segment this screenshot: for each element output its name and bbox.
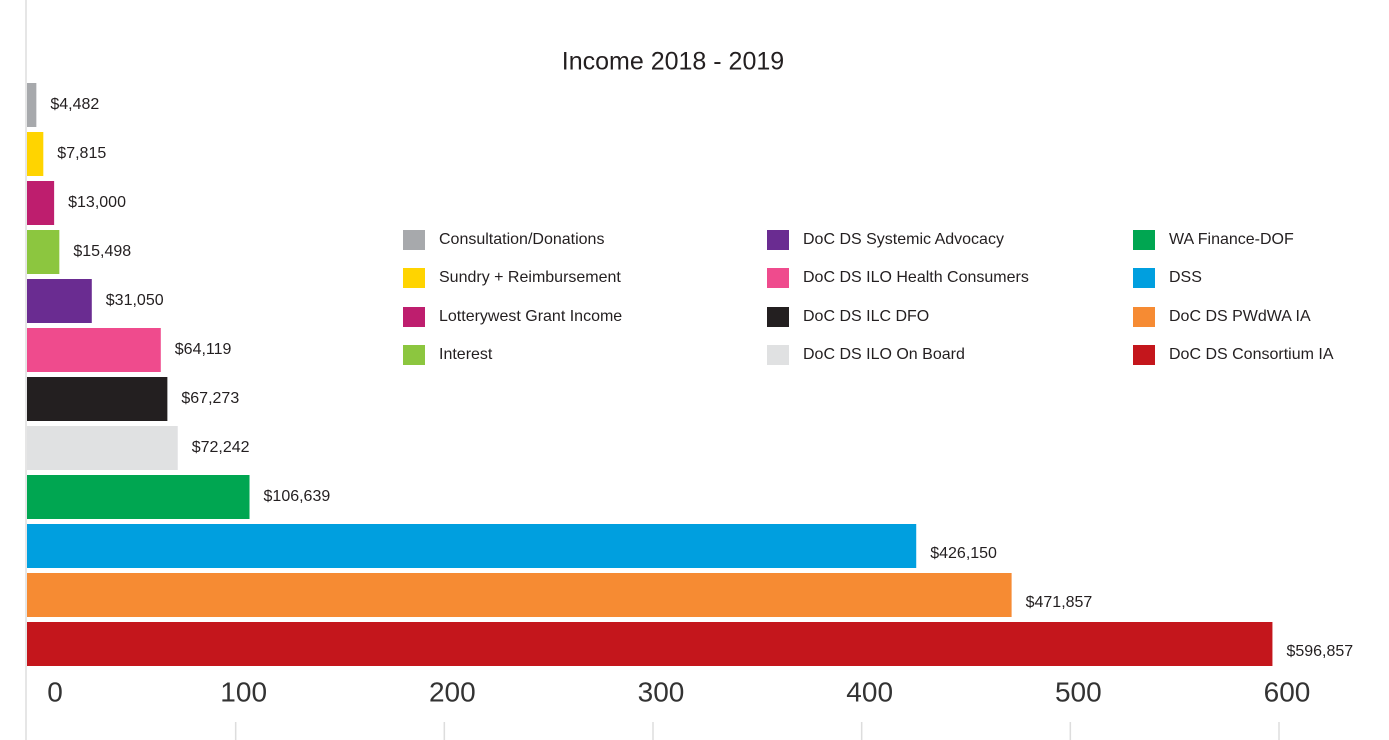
x-tick-label: 0 <box>47 676 63 707</box>
bar <box>27 83 37 127</box>
bar <box>27 524 917 568</box>
legend-swatch <box>403 307 425 327</box>
legend-swatch <box>403 230 425 250</box>
x-tick-label: 600 <box>1264 676 1311 707</box>
bar <box>27 377 168 421</box>
value-label: $426,150 <box>930 545 997 562</box>
legend-label: DoC DS Systemic Advocacy <box>803 231 1004 248</box>
legend-swatch <box>403 345 425 365</box>
legend-swatch <box>767 268 789 288</box>
bar <box>27 132 44 176</box>
value-label: $13,000 <box>68 194 126 211</box>
bar <box>27 573 1012 617</box>
legend-label: DoC DS ILC DFO <box>803 308 929 325</box>
legend-label: Lotterywest Grant Income <box>439 308 622 325</box>
legend-label: DoC DS ILO On Board <box>803 346 965 363</box>
value-label: $471,857 <box>1026 594 1093 611</box>
legend-swatch <box>1133 268 1155 288</box>
bar <box>27 279 92 323</box>
value-label: $72,242 <box>192 439 250 456</box>
value-label: $7,815 <box>57 145 106 162</box>
value-label: $64,119 <box>175 341 232 358</box>
legend-swatch <box>1133 345 1155 365</box>
x-tick-label: 300 <box>638 676 685 707</box>
x-tick-label: 100 <box>220 676 267 707</box>
x-tick-label: 200 <box>429 676 476 707</box>
legend-swatch <box>1133 307 1155 327</box>
x-tick-label: 400 <box>846 676 893 707</box>
legend-swatch <box>403 268 425 288</box>
bar <box>27 475 250 519</box>
value-label: $31,050 <box>106 292 164 309</box>
legend-label: WA Finance-DOF <box>1169 231 1294 248</box>
bar <box>27 328 161 372</box>
value-label: $4,482 <box>50 96 99 113</box>
bar <box>27 426 178 470</box>
x-tick-label: 500 <box>1055 676 1102 707</box>
legend-label: Sundry + Reimbursement <box>439 269 621 286</box>
value-label: $596,857 <box>1286 643 1353 660</box>
bar <box>27 622 1273 666</box>
value-label: $106,639 <box>264 488 331 505</box>
legend-label: Consultation/Donations <box>439 231 604 248</box>
legend-swatch <box>767 307 789 327</box>
bar <box>27 230 60 274</box>
legend-label: DoC DS Consortium IA <box>1169 346 1334 363</box>
value-label: $67,273 <box>181 390 239 407</box>
legend-label: DSS <box>1169 269 1202 286</box>
legend-label: Interest <box>439 346 493 363</box>
legend-swatch <box>1133 230 1155 250</box>
legend-label: DoC DS PWdWA IA <box>1169 308 1311 325</box>
value-label: $15,498 <box>73 243 131 260</box>
bar <box>27 181 55 225</box>
legend-swatch <box>767 345 789 365</box>
legend-swatch <box>767 230 789 250</box>
chart-title: Income 2018 - 2019 <box>562 48 784 76</box>
legend-label: DoC DS ILO Health Consumers <box>803 269 1029 286</box>
